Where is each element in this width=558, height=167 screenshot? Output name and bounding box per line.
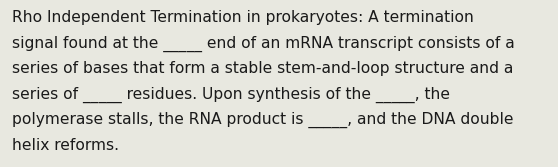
- Text: series of bases that form a stable stem-and-loop structure and a: series of bases that form a stable stem-…: [12, 61, 513, 76]
- Text: helix reforms.: helix reforms.: [12, 137, 119, 152]
- Text: series of _____ residues. Upon synthesis of the _____, the: series of _____ residues. Upon synthesis…: [12, 87, 450, 103]
- Text: Rho Independent Termination in prokaryotes: A termination: Rho Independent Termination in prokaryot…: [12, 10, 474, 25]
- Text: polymerase stalls, the RNA product is _____, and the DNA double: polymerase stalls, the RNA product is __…: [12, 112, 513, 128]
- Text: signal found at the _____ end of an mRNA transcript consists of a: signal found at the _____ end of an mRNA…: [12, 36, 514, 52]
